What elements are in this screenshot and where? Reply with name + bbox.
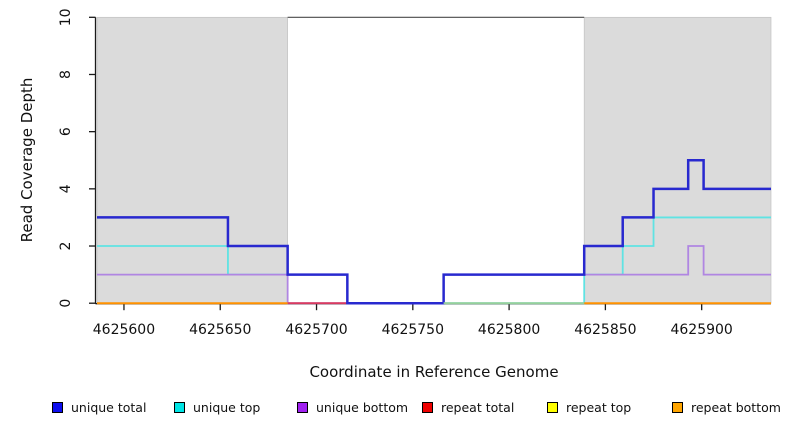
legend-swatch-icon [174, 401, 185, 413]
y-tick-label: 8 [58, 70, 74, 79]
legend-swatch-icon [672, 401, 683, 413]
x-tick-label: 4625700 [285, 322, 347, 338]
legend-swatch-icon [297, 401, 308, 413]
x-tick-label: 4625650 [189, 322, 251, 338]
legend-item-repeat-bottom: repeat bottom [672, 398, 781, 416]
x-tick-label: 4625750 [382, 322, 444, 338]
series-line-unique-top [97, 216, 771, 305]
y-tick-label: 0 [58, 299, 74, 308]
x-axis-title: Coordinate in Reference Genome [309, 363, 559, 381]
legend-item-unique-total: unique total [52, 398, 146, 416]
x-tick-label: 4625850 [574, 322, 636, 338]
x-tick-label: 4625800 [478, 322, 540, 338]
legend: unique total unique top unique bottom repea… [0, 398, 792, 418]
x-tick-label: 4625900 [670, 322, 732, 338]
shaded-region [96, 16, 288, 304]
y-tick-label: 4 [58, 184, 74, 193]
legend-label: repeat bottom [691, 399, 781, 415]
legend-label: unique total [71, 399, 147, 415]
y-tick-label: 10 [58, 8, 74, 26]
y-tick-label: 6 [58, 127, 74, 136]
legend-label: unique bottom [316, 399, 409, 415]
shaded-region [583, 16, 772, 304]
legend-item-unique-top: unique top [174, 398, 260, 416]
y-axis-title: Read Coverage Depth [18, 77, 36, 243]
series-line-unique-total [97, 159, 771, 305]
legend-label: unique top [193, 399, 261, 415]
legend-label: repeat total [441, 399, 515, 415]
legend-swatch-icon [422, 401, 433, 413]
y-tick-label: 2 [58, 242, 74, 251]
legend-item-unique-bottom: unique bottom [297, 398, 408, 416]
legend-swatch-icon [52, 401, 63, 413]
legend-swatch-icon [547, 401, 558, 413]
legend-label: repeat top [566, 399, 632, 415]
legend-item-repeat-total: repeat total [422, 398, 514, 416]
legend-item-repeat-top: repeat top [547, 398, 631, 416]
x-tick-label: 4625600 [93, 322, 155, 338]
